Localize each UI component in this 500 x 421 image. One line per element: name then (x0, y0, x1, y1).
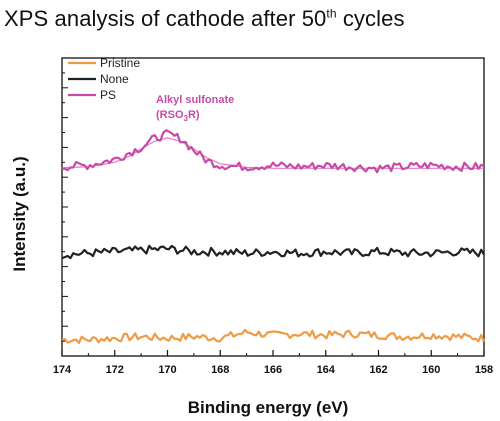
plot-frame (61, 57, 485, 357)
series-line-ps (61, 129, 485, 174)
chart-title-superscript: th (326, 6, 337, 21)
chart-title-main: XPS analysis of cathode after 50 (4, 6, 327, 31)
chart-title-tail: cycles (336, 6, 405, 31)
legend-label-pristine: Pristine (100, 56, 140, 70)
series-line-pristine (61, 328, 486, 344)
legend-label-ps: PS (100, 88, 116, 102)
annotation-line-2: (RSO3R) (156, 109, 200, 123)
annotation-line-2-subscript: 3 (184, 114, 189, 123)
y-axis-label: Intensity (a.u.) (10, 156, 29, 271)
legend: Pristine None PS (68, 56, 140, 102)
annotation-line-2-suffix: R) (188, 109, 200, 121)
plot-area (61, 57, 485, 357)
x-tick-label: 158 (475, 364, 493, 376)
annotation-line-1: Alkyl sulfonate (156, 94, 234, 106)
x-tick-label: 168 (211, 364, 229, 376)
peak-annotation: Alkyl sulfonate (RSO3R) (156, 94, 234, 123)
axis-ticks: 174 172 170 168 166 164 162 160 158 (53, 72, 493, 376)
chart-title: XPS analysis of cathode after 50th cycle… (4, 6, 405, 32)
x-tick-label: 160 (422, 364, 440, 376)
series-group (61, 129, 486, 344)
x-tick-label: 166 (264, 364, 282, 376)
legend-label-none: None (100, 72, 129, 86)
x-tick-label: 172 (106, 364, 124, 376)
x-tick-label: 174 (53, 364, 72, 376)
x-axis-label: Binding energy (eV) (188, 398, 349, 417)
x-tick-label: 162 (369, 364, 387, 376)
annotation-line-2-prefix: (RSO (156, 109, 184, 121)
series-line-none (61, 244, 485, 260)
x-tick-label: 170 (158, 364, 176, 376)
x-tick-label: 164 (317, 364, 336, 376)
